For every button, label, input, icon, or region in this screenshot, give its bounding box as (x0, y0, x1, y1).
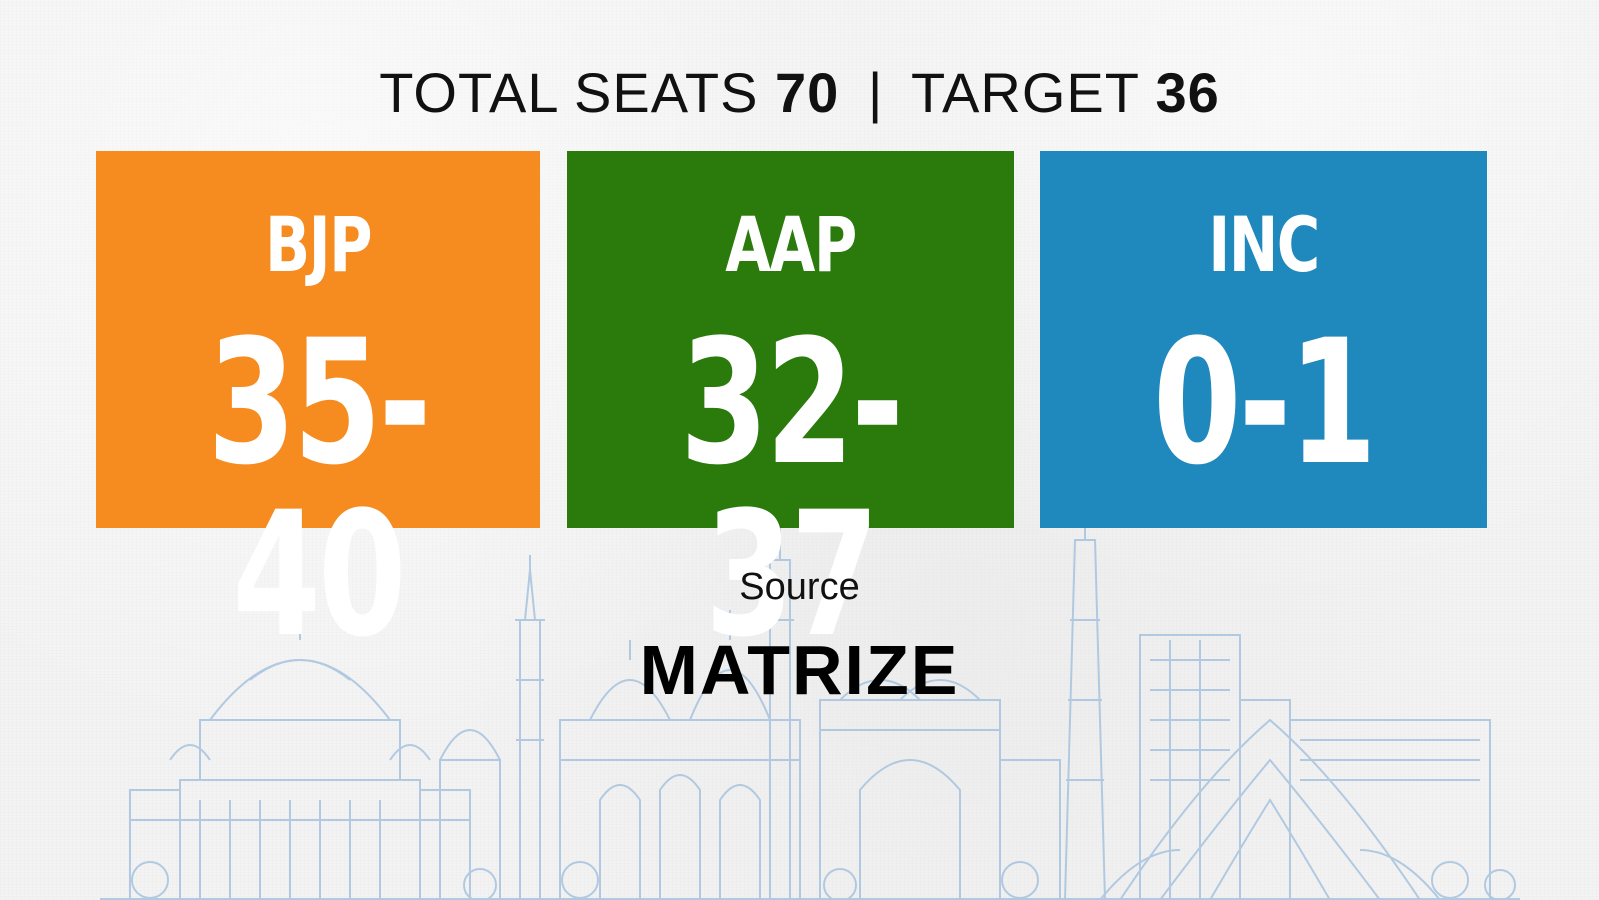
source-name: MATRIZE (639, 631, 960, 709)
target-label: TARGET (910, 61, 1139, 124)
party-cards: BJP 35-40 AAP 32-37 INC 0-1 (0, 151, 1599, 661)
party-name: BJP (264, 200, 373, 289)
seat-range: 0-1 (1152, 302, 1377, 503)
seat-range: 32-37 (679, 302, 904, 675)
party-card-inc: INC 0-1 (1040, 151, 1487, 528)
party-card-bjp: BJP 35-40 (96, 151, 540, 661)
target-value: 36 (1155, 61, 1220, 124)
header-separator: | (867, 61, 884, 124)
total-seats-label: TOTAL SEATS (379, 61, 759, 124)
source-label: Source (739, 566, 860, 608)
party-name: INC (1208, 200, 1320, 289)
party-name: AAP (725, 200, 857, 289)
seat-range: 35-40 (207, 302, 431, 675)
total-seats-value: 70 (775, 61, 840, 124)
seat-summary-header: TOTAL SEATS 70 | TARGET 36 (0, 60, 1599, 125)
party-card-aap: AAP 32-37 (567, 151, 1014, 661)
